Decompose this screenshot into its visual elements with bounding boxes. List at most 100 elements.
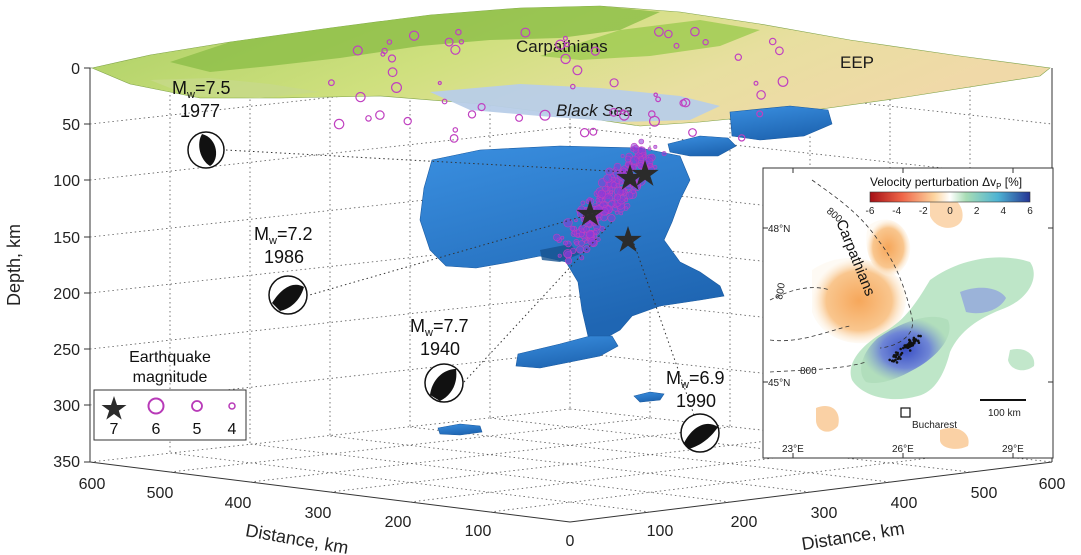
bucharest-marker [900, 407, 911, 418]
star-icon [614, 226, 642, 252]
hypocenter-dot [590, 46, 600, 56]
distance-tick: 600 [1039, 476, 1066, 493]
hypocenter-dot [458, 39, 465, 45]
hypocenter-dot [756, 90, 766, 100]
hypocenter-dot [572, 65, 583, 76]
hypocenter-dot [595, 198, 600, 203]
carpathians-label: Carpathians [516, 37, 608, 56]
hypocenter-dot [615, 183, 621, 188]
hypocenter-dot [328, 79, 335, 87]
hypocenter-dot [619, 211, 623, 216]
legend-value: 4 [228, 421, 237, 438]
hypocenter-dot [365, 115, 372, 122]
focal-mechanism-1940 [424, 363, 464, 403]
svg-text:Mw=7.5: Mw=7.5 [172, 78, 231, 101]
distance-tick: 300 [811, 505, 838, 522]
svg-text:Mw=6.9: Mw=6.9 [666, 368, 725, 391]
hypocenter-dot [579, 127, 590, 138]
depth-tick: 50 [62, 117, 80, 134]
hypocenter-dot [477, 102, 486, 112]
hypocenter-dot [391, 81, 403, 93]
hypocenter-dot [576, 245, 584, 254]
hypocenter-dot [560, 53, 571, 65]
hypocenter-dot [609, 78, 619, 88]
hypocenter-dot [611, 177, 617, 182]
hypocenter-dot [333, 118, 345, 130]
hypocenter-dot [408, 30, 420, 41]
hypocenter-dot [638, 138, 645, 145]
legend-star-icon [101, 396, 127, 420]
distance-tick: 100 [647, 523, 674, 540]
hypocenter-dot [574, 218, 578, 223]
hypocenter-dot [553, 233, 561, 242]
hypocenter-dot [403, 116, 412, 126]
hypocenter-dot [441, 98, 448, 105]
inset-hypocenter-dot [888, 358, 891, 362]
eq-label-1977: Mw=7.5 1977 [172, 78, 231, 121]
terrain-surface [91, 5, 1051, 127]
colorbar-tick: -2 [919, 206, 928, 217]
hypocenter-dot [563, 240, 568, 246]
eq-label-1986: Mw=7.2 1986 [254, 224, 313, 267]
hypocenter-dot [624, 155, 632, 163]
hypocenter-dot [564, 41, 570, 48]
inset-hypocenter-dot [913, 341, 916, 345]
hypocenter-dot [467, 110, 477, 119]
inset-hypocenter-dot [892, 354, 896, 357]
hypocenter-dot [756, 110, 764, 118]
star-icon [616, 164, 644, 190]
hypocenter-dot [681, 97, 691, 108]
hypocenter-dot [647, 162, 653, 168]
distance-tick: 300 [305, 505, 332, 522]
distance-tick: 400 [225, 495, 252, 512]
hypocenter-dot [777, 76, 789, 87]
inset-hypocenters [888, 334, 922, 364]
hypocenter-dot [613, 162, 622, 171]
inset-hypocenter-dot [894, 354, 898, 357]
hypocenter-dot [355, 91, 366, 103]
depth-tick: 250 [53, 342, 80, 359]
hypocenter-dot [375, 110, 385, 120]
inset-map: 800 800 800 Carpathians Bucharest 100 km… [762, 167, 1054, 459]
colorbar-tick: -6 [866, 206, 875, 217]
scalebar-label: 100 km [988, 408, 1021, 419]
velocity-colorbar: Velocity perturbation ΔvP [%] -6 -4 -2 0 2 4 6 [866, 175, 1034, 217]
hypocenter-dot [562, 35, 568, 41]
hypocenter-dot [655, 96, 661, 103]
hypocenter-dot [574, 241, 580, 246]
hypocenter-dot [584, 239, 589, 244]
lon-label: 26°E [892, 444, 914, 455]
lon-label: 29°E [1002, 444, 1024, 455]
distance-axis-title-left: Distance, km [244, 520, 350, 555]
distance-tick: 500 [971, 485, 998, 502]
colorbar-tick: -4 [892, 206, 901, 217]
distance-tick: 600 [79, 476, 106, 493]
inset-hypocenter-dot [914, 338, 917, 341]
hypocenter-dot [632, 144, 640, 152]
hypocenter-dot [620, 109, 626, 115]
svg-text:Mw=7.7: Mw=7.7 [410, 316, 469, 339]
hypocenter-dot [647, 147, 652, 151]
hypocenter-dot [603, 174, 613, 183]
hypocenter-dot [557, 253, 562, 258]
hypocenter-dot [753, 80, 759, 86]
legend-title-line2: magnitude [133, 369, 208, 386]
hypocenter-dot [653, 92, 659, 98]
hypocenter-dot [580, 200, 586, 206]
inset-hypocenter-dot [917, 341, 921, 345]
distance-tick: 200 [731, 514, 758, 531]
depth-tick: 300 [53, 398, 80, 415]
black-sea-label: Black Sea [556, 101, 633, 120]
bucharest-label: Bucharest [912, 420, 957, 431]
hypocenter-dot [387, 54, 397, 63]
inset-hypocenter-dot [899, 347, 902, 351]
inset-hypocenter-dot [898, 355, 901, 359]
inset-hypocenter-dot [919, 334, 922, 338]
hypocenter-dot [623, 206, 629, 211]
hypocenter-dot [578, 231, 585, 238]
contour-label: 800 [800, 366, 817, 377]
hypocenter-dot [607, 200, 616, 208]
svg-text:Mw=7.2: Mw=7.2 [254, 224, 313, 247]
hypocenter-dot [679, 99, 688, 107]
hypocenter-dot [620, 154, 625, 158]
